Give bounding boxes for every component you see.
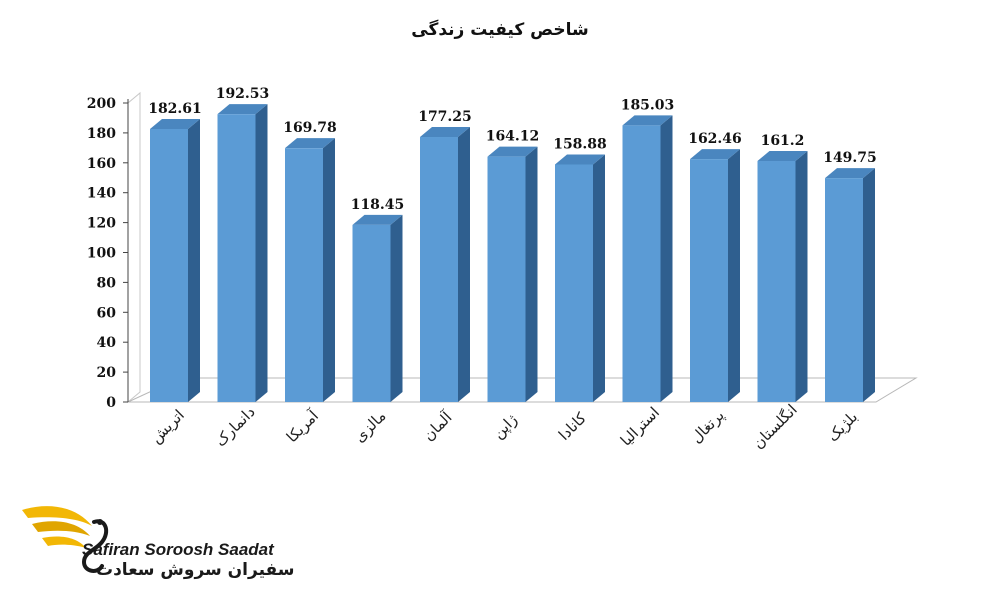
logo-text-fa: سفیران سروش سعادت <box>96 560 295 580</box>
side-wall <box>127 91 141 404</box>
data-label: 177.25 <box>418 109 472 125</box>
bar-side <box>323 138 335 402</box>
data-label: 162.46 <box>688 131 742 147</box>
bar <box>487 156 526 402</box>
bar <box>555 164 593 402</box>
bar-side <box>458 127 470 402</box>
x-tick-label: کانادا <box>555 408 590 443</box>
bar <box>150 128 188 402</box>
data-label: 118.45 <box>351 197 405 213</box>
bar-top <box>487 146 538 157</box>
data-label: 149.75 <box>823 150 877 166</box>
chart-title: شاخص کیفیت زندگی <box>411 20 589 40</box>
y-tick-label: 120 <box>87 216 116 232</box>
bar-side <box>593 154 605 402</box>
bar-top <box>757 151 808 162</box>
y-tick-label: 20 <box>97 365 117 381</box>
bar <box>352 224 391 402</box>
bar-top <box>825 168 875 179</box>
data-label: 158.88 <box>553 136 607 152</box>
y-tick-label: 60 <box>97 305 117 321</box>
y-tick-label: 0 <box>106 395 116 411</box>
y-tick-label: 80 <box>97 275 117 291</box>
bar <box>825 178 863 402</box>
bar <box>217 114 256 402</box>
y-tick-label: 140 <box>87 186 116 202</box>
bar-side <box>525 146 538 402</box>
bar-side <box>255 104 268 402</box>
x-tick-label: مالزی <box>350 407 389 446</box>
data-label: 164.12 <box>486 129 540 145</box>
x-tick-label: اتریش <box>147 406 188 447</box>
bar-top <box>217 104 268 115</box>
data-label: 182.61 <box>148 101 202 117</box>
x-tick-label: آلمان <box>419 408 456 445</box>
bar-side <box>795 151 808 402</box>
bar-side <box>660 115 673 402</box>
bar-top <box>352 214 403 225</box>
x-tick-label: ژاپن <box>489 411 522 444</box>
bar-top <box>622 115 673 126</box>
bar <box>420 137 458 403</box>
wing-icon <box>22 506 109 573</box>
bar <box>622 125 661 402</box>
bar-side <box>863 168 875 402</box>
logo-text-en: Safiran Soroosh Saadat <box>82 540 274 559</box>
y-tick-label: 40 <box>97 335 117 351</box>
company-logo <box>22 506 109 573</box>
bar-side <box>188 118 200 402</box>
x-tick-label: دانمارک <box>211 403 258 450</box>
y-tick-label: 100 <box>87 246 116 262</box>
x-tick-label: پرتغال <box>687 406 728 447</box>
data-label: 185.03 <box>621 97 675 113</box>
bar <box>757 161 796 402</box>
y-tick-label: 160 <box>87 156 116 172</box>
data-label: 161.2 <box>761 133 805 149</box>
x-tick-label: آمریکا <box>283 406 323 446</box>
bar-top <box>150 118 200 129</box>
bar-top <box>555 154 605 165</box>
bar-top <box>420 127 470 138</box>
bar-top <box>690 149 740 160</box>
data-label: 192.53 <box>216 86 270 102</box>
data-label: 169.78 <box>283 120 337 136</box>
x-tick-label: بلژیک <box>824 408 861 445</box>
x-tick-label: استرالیا <box>617 403 663 449</box>
bar-side <box>390 214 403 402</box>
y-tick-label: 180 <box>87 126 116 142</box>
bar-side <box>728 149 740 402</box>
bar <box>285 148 323 402</box>
y-tick-label: 200 <box>87 96 116 112</box>
x-tick-label: انگلستان <box>749 401 801 453</box>
bar-top <box>285 138 335 149</box>
bar <box>690 159 728 402</box>
